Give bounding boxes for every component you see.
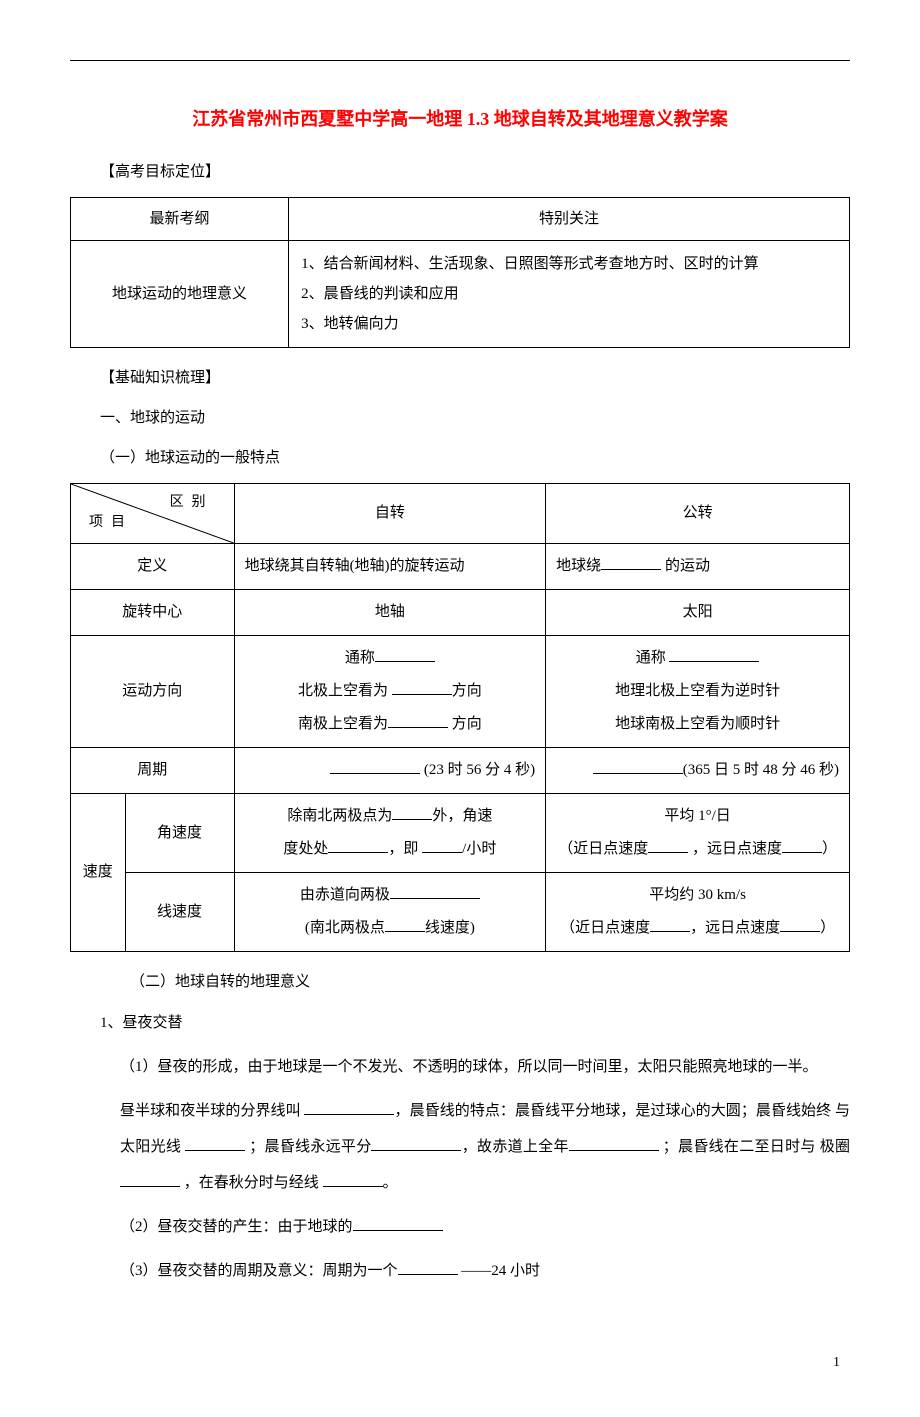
table-row: 区别 项目 自转 公转 (71, 484, 850, 544)
table-row: 地球运动的地理意义 1、结合新闻材料、生活现象、日照图等形式考查地方时、区时的计… (71, 241, 850, 348)
blank-field (323, 1172, 383, 1187)
cell-angular-revolution: 平均 1°/日 （近日点速度 ，远日点速度） (546, 794, 850, 873)
top-horizontal-rule (70, 60, 850, 61)
blank-field (392, 680, 452, 695)
cell-center-rotation: 地轴 (234, 590, 546, 636)
subheading-general-features: （一）地球运动的一般特点 (100, 443, 850, 473)
blank-field (304, 1100, 394, 1115)
table-cell-topic: 地球运动的地理意义 (71, 241, 289, 348)
section-label-knowledge: 【基础知识梳理】 (100, 363, 850, 393)
section-label-exam-target: 【高考目标定位】 (100, 157, 850, 187)
paragraph-daynight-cause: （2）昼夜交替的产生：由于地球的 (120, 1209, 850, 1245)
row-label-speed: 速度 (71, 794, 126, 952)
table-row: 最新考纲 特别关注 (71, 198, 850, 241)
row-label-linear-speed: 线速度 (125, 873, 234, 952)
paragraph-terminator: 昼半球和夜半球的分界线叫 ，晨昏线的特点：晨昏线平分地球，是过球心的大圆；晨昏线… (120, 1093, 850, 1201)
cell-def-rotation: 地球绕其自转轴(地轴)的旋转运动 (234, 544, 546, 590)
diag-label-item: 项目 (89, 508, 133, 539)
table-row: 周期 (23 时 56 分 4 秒) (365 日 5 时 48 分 46 秒) (71, 748, 850, 794)
blank-field (328, 838, 388, 853)
cell-center-revolution: 太阳 (546, 590, 850, 636)
blank-field (120, 1172, 180, 1187)
blank-field (669, 647, 759, 662)
table-header-syllabus: 最新考纲 (71, 198, 289, 241)
row-label-angular-speed: 角速度 (125, 794, 234, 873)
blank-field (330, 759, 420, 774)
row-label-center: 旋转中心 (71, 590, 235, 636)
table-header-focus: 特别关注 (289, 198, 850, 241)
row-label-direction: 运动方向 (71, 636, 235, 748)
cell-linear-revolution: 平均约 30 km/s （近日点速度，远日点速度） (546, 873, 850, 952)
cell-period-revolution: (365 日 5 时 48 分 46 秒) (546, 748, 850, 794)
paragraph-daynight-period: （3）昼夜交替的周期及意义：周期为一个 ——24 小时 (120, 1253, 850, 1289)
cell-angular-rotation: 除南北两极点为外，角速 度处处，即 /小时 (234, 794, 546, 873)
blank-field (185, 1136, 245, 1151)
blank-field (569, 1136, 659, 1151)
blank-field (422, 838, 462, 853)
exam-target-table: 最新考纲 特别关注 地球运动的地理意义 1、结合新闻材料、生活现象、日照图等形式… (70, 197, 850, 348)
document-title: 江苏省常州市西夏墅中学高一地理 1.3 地球自转及其地理意义教学案 (70, 101, 850, 137)
focus-item-3: 3、地转偏向力 (301, 309, 837, 339)
blank-field (388, 713, 448, 728)
blank-field (375, 647, 435, 662)
diagonal-header-cell: 区别 项目 (71, 484, 235, 544)
cell-linear-rotation: 由赤道向两极 (南北两极点线速度) (234, 873, 546, 952)
blank-field (780, 917, 820, 932)
blank-field (648, 838, 688, 853)
paragraph-daynight-formation: （1）昼夜的形成，由于地球是一个不发光、不透明的球体，所以同一时间里，太阳只能照… (120, 1049, 850, 1085)
subheading-rotation-significance: （二）地球自转的地理意义 (130, 967, 850, 997)
table-row: 线速度 由赤道向两极 (南北两极点线速度) 平均约 30 km/s （近日点速度… (71, 873, 850, 952)
col-header-rotation: 自转 (234, 484, 546, 544)
table-row: 速度 角速度 除南北两极点为外，角速 度处处，即 /小时 平均 1°/日 （近日… (71, 794, 850, 873)
blank-field (601, 555, 661, 570)
table-row: 定义 地球绕其自转轴(地轴)的旋转运动 地球绕 的运动 (71, 544, 850, 590)
blank-field (371, 1136, 461, 1151)
focus-item-2: 2、晨昏线的判读和应用 (301, 279, 837, 309)
cell-direction-rotation: 通称 北极上空看为 方向 南极上空看为 方向 (234, 636, 546, 748)
cell-def-revolution: 地球绕 的运动 (546, 544, 850, 590)
motion-comparison-table: 区别 项目 自转 公转 定义 地球绕其自转轴(地轴)的旋转运动 地球绕 的运动 … (70, 483, 850, 952)
blank-field (650, 917, 690, 932)
page-number: 1 (70, 1349, 850, 1377)
col-header-revolution: 公转 (546, 484, 850, 544)
point-daynight: 1、昼夜交替 (100, 1005, 850, 1041)
focus-item-1: 1、结合新闻材料、生活现象、日照图等形式考查地方时、区时的计算 (301, 249, 837, 279)
cell-direction-revolution: 通称 地理北极上空看为逆时针 地球南极上空看为顺时针 (546, 636, 850, 748)
blank-field (353, 1216, 443, 1231)
table-row: 旋转中心 地轴 太阳 (71, 590, 850, 636)
blank-field (390, 884, 480, 899)
blank-field (398, 1260, 458, 1275)
heading-earth-motion: 一、地球的运动 (100, 403, 850, 433)
diag-label-distinction: 区别 (170, 488, 214, 519)
blank-field (385, 917, 425, 932)
blank-field (782, 838, 822, 853)
row-label-definition: 定义 (71, 544, 235, 590)
table-cell-focus-items: 1、结合新闻材料、生活现象、日照图等形式考查地方时、区时的计算 2、晨昏线的判读… (289, 241, 850, 348)
blank-field (593, 759, 683, 774)
cell-period-rotation: (23 时 56 分 4 秒) (234, 748, 546, 794)
row-label-period: 周期 (71, 748, 235, 794)
blank-field (392, 805, 432, 820)
table-row: 运动方向 通称 北极上空看为 方向 南极上空看为 方向 通称 地理北极上空看为逆… (71, 636, 850, 748)
